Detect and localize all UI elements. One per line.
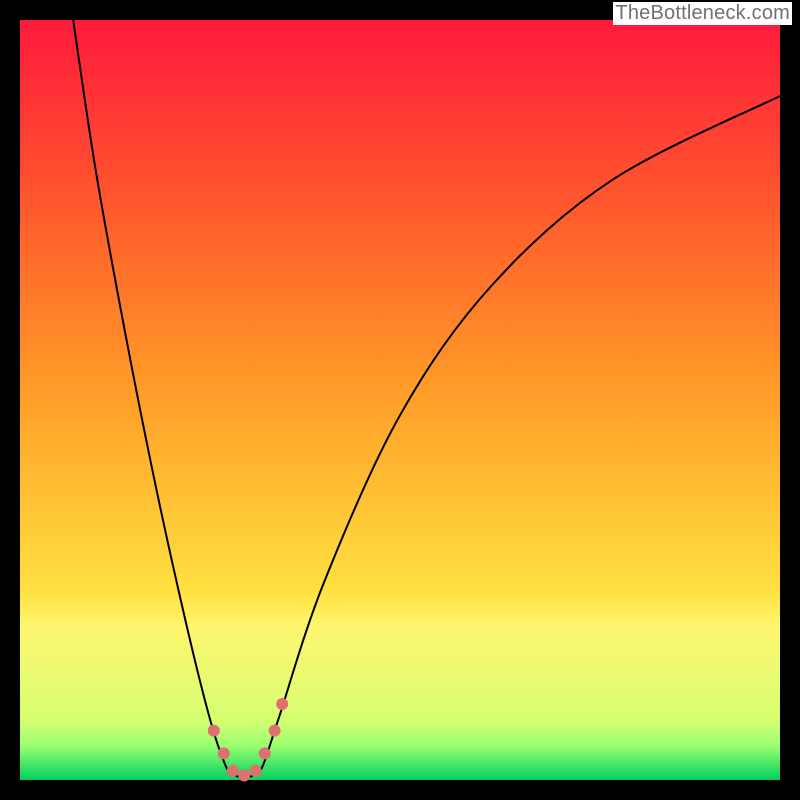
valley-marker (218, 747, 230, 759)
valley-marker (250, 765, 262, 777)
valley-marker (269, 725, 281, 737)
valley-marker (276, 698, 288, 710)
valley-marker (238, 769, 250, 781)
curve-svg (0, 0, 800, 800)
chart-stage: TheBottleneck.com (0, 0, 800, 800)
valley-marker (208, 725, 220, 737)
valley-marker (259, 747, 271, 759)
watermark-text: TheBottleneck.com (613, 2, 792, 25)
valley-marker (227, 765, 239, 777)
bottleneck-curve (73, 20, 780, 778)
